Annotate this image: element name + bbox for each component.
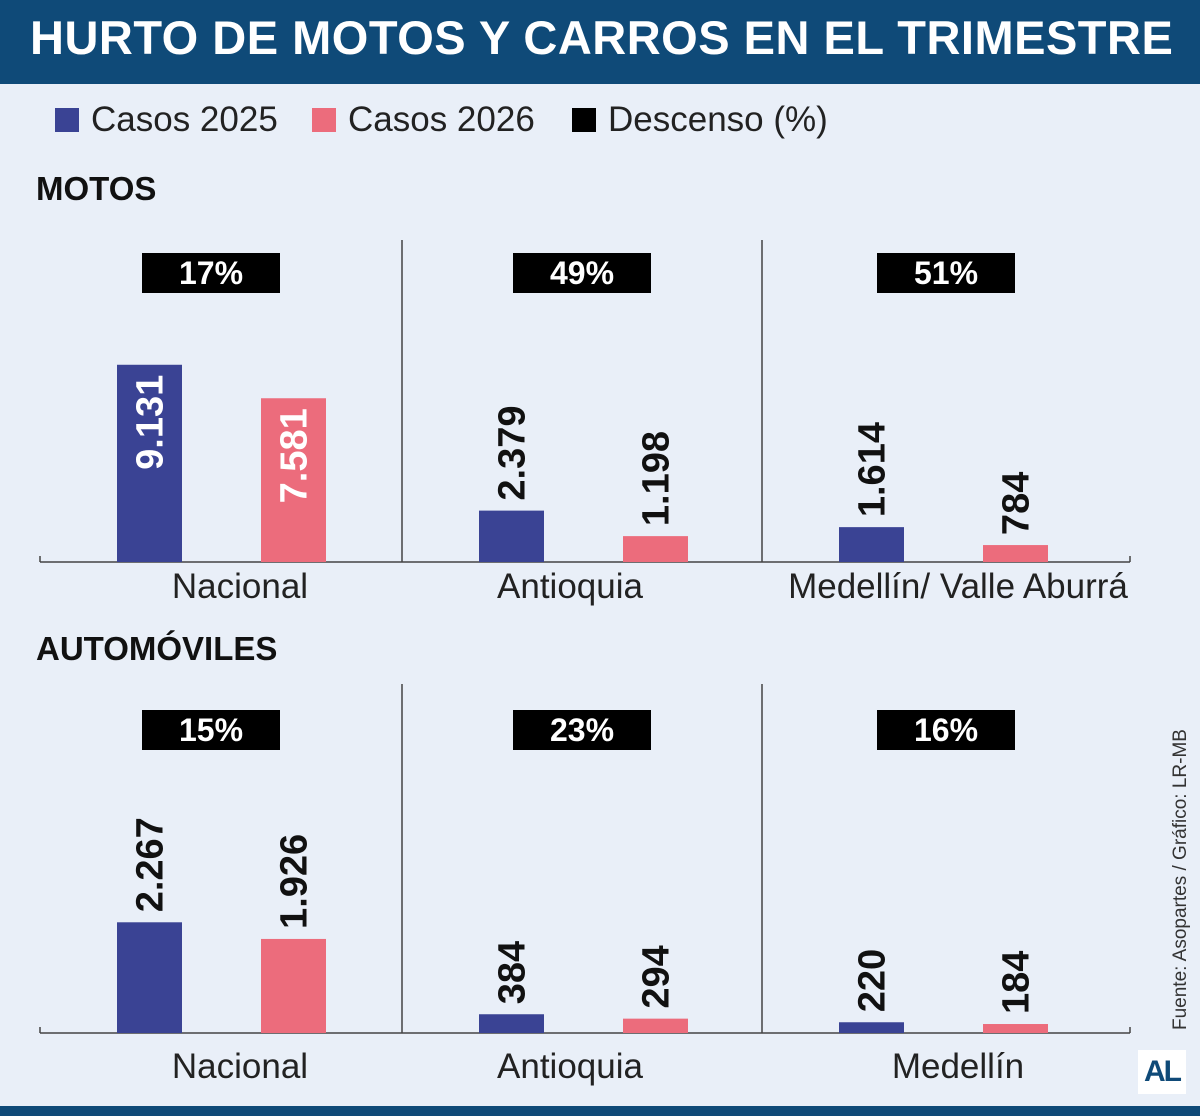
descenso-badge — [142, 710, 280, 750]
bar-2026 — [623, 1018, 688, 1033]
descenso-badge — [513, 253, 651, 293]
bar-2025 — [479, 1014, 544, 1033]
category-label: Medellín — [892, 1047, 1024, 1086]
data-label: 384 — [492, 941, 534, 1004]
data-label: 184 — [996, 951, 1038, 1014]
header-banner: HURTO DE MOTOS Y CARROS EN EL TRIMESTRE — [0, 0, 1200, 84]
legend-label-descenso: Descenso (%) — [608, 100, 828, 139]
footer-bar — [0, 1106, 1200, 1116]
bar-2025 — [117, 922, 182, 1033]
category-label: Nacional — [172, 1047, 308, 1086]
data-label: 1.926 — [274, 834, 316, 929]
section-title-motos: MOTOS — [36, 170, 157, 207]
data-label: 9.131 — [130, 375, 172, 470]
data-label: 7.581 — [274, 408, 316, 503]
bar-2025 — [839, 527, 904, 562]
legend-swatch-2026 — [312, 108, 336, 132]
descenso-label: 49% — [550, 255, 614, 291]
section-title-automoviles: AUTOMÓVILES — [36, 630, 278, 667]
category-label: Nacional — [172, 567, 308, 606]
descenso-badge — [877, 710, 1015, 750]
data-label: 294 — [636, 945, 678, 1008]
legend-label-2025: Casos 2025 — [91, 100, 278, 139]
bar-2026 — [261, 398, 326, 562]
data-label: 1.614 — [852, 422, 894, 517]
legend-swatch-descenso — [572, 108, 596, 132]
bar-2025 — [117, 364, 182, 562]
descenso-badge — [142, 253, 280, 293]
source-note: Fuente: Asopartes / Gráfico: LR-MB — [1170, 729, 1191, 1030]
data-label: 220 — [852, 949, 894, 1012]
data-label: 1.198 — [636, 431, 678, 526]
category-label: Antioquia — [497, 1047, 643, 1086]
descenso-badge — [513, 710, 651, 750]
bar-2026 — [983, 545, 1048, 562]
bar-2025 — [839, 1022, 904, 1033]
data-label: 784 — [996, 472, 1038, 535]
category-label: Medellín/ Valle Aburrá — [788, 567, 1128, 606]
bar-2026 — [261, 938, 326, 1033]
descenso-label: 17% — [179, 255, 243, 291]
data-label: 2.379 — [492, 406, 534, 501]
bar-2025 — [479, 510, 544, 562]
category-label: Antioquia — [497, 567, 643, 606]
descenso-label: 23% — [550, 712, 614, 748]
legend-label-2026: Casos 2026 — [348, 100, 535, 139]
publisher-logo: AL — [1138, 1050, 1186, 1094]
legend-swatch-2025 — [55, 108, 79, 132]
data-label: 2.267 — [130, 817, 172, 912]
descenso-label: 15% — [179, 712, 243, 748]
chart-title: HURTO DE MOTOS Y CARROS EN EL TRIMESTRE — [30, 11, 1174, 64]
descenso-badge — [877, 253, 1015, 293]
bar-2026 — [623, 536, 688, 562]
descenso-label: 51% — [914, 255, 978, 291]
descenso-label: 16% — [914, 712, 978, 748]
bar-2026 — [983, 1024, 1048, 1033]
